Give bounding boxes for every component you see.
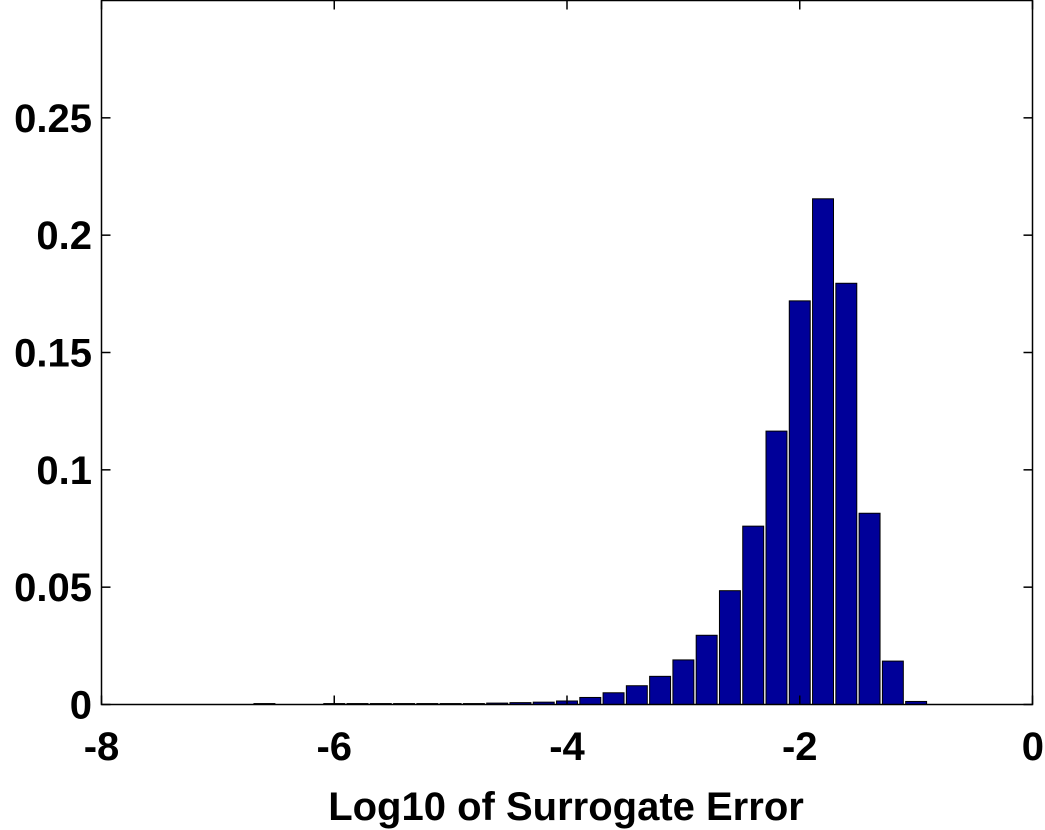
- x-tick-label: -4: [549, 725, 585, 769]
- y-tick-label: 0.15: [14, 332, 92, 376]
- bar-series: [253, 198, 928, 706]
- histogram-bar: [835, 282, 858, 705]
- histogram-bar: [602, 692, 625, 706]
- y-tick-label: 0.25: [14, 97, 92, 141]
- histogram-bar: [579, 696, 602, 706]
- y-tick-label: 0.1: [36, 449, 92, 493]
- y-tick-label: 0.05: [14, 566, 92, 610]
- x-tick-label: -2: [782, 725, 818, 769]
- histogram-bar: [742, 525, 765, 706]
- x-tick-label: -6: [316, 725, 352, 769]
- x-tick-label: -8: [84, 725, 120, 769]
- histogram-bar: [718, 590, 741, 705]
- histogram-bar: [881, 660, 904, 706]
- histogram-bar: [812, 198, 834, 705]
- histogram-bar: [649, 675, 672, 706]
- histogram-bar: [765, 430, 788, 705]
- y-tick-label: 0: [70, 684, 92, 728]
- y-tick-label: 0.2: [36, 214, 92, 258]
- histogram-bar: [788, 300, 811, 705]
- x-axis-tick-labels: -8 -6 -4 -2 0: [84, 725, 1044, 769]
- x-axis-label: Log10 of Surrogate Error: [328, 785, 804, 829]
- histogram-bar: [625, 685, 648, 705]
- histogram-bar: [672, 659, 695, 705]
- y-axis-tick-labels: 0 0.05 0.1 0.15 0.2 0.25: [14, 97, 92, 728]
- histogram-bar: [695, 634, 718, 706]
- plot-area-frame: [100, 0, 1034, 706]
- x-tick-label: 0: [1022, 725, 1044, 769]
- axis-ticks: [100, 0, 1034, 706]
- histogram-bar: [858, 512, 881, 705]
